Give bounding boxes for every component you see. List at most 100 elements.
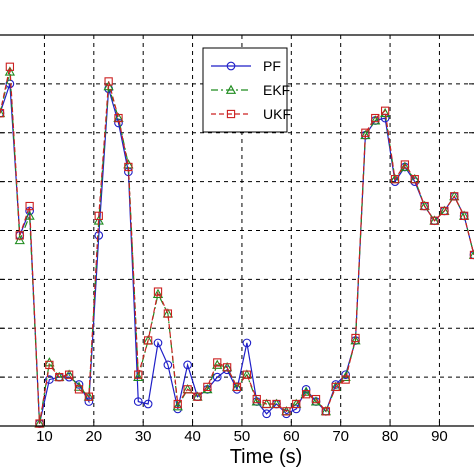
series-ekf-point [212,359,223,369]
series-ukf-point [153,287,163,296]
series-pf-point [301,384,311,394]
series-ukf-point [143,336,153,345]
series-ekf-point [133,371,144,382]
series-ukf-point [213,358,222,367]
series-ekf-point [340,371,351,382]
series-ukf-point [459,211,469,220]
series-ukf-point [272,399,281,409]
series-ekf-point [468,249,474,259]
series-ukf-point [64,370,74,379]
legend-pf-label: PF [263,58,281,74]
grid-lines [0,35,474,426]
series-pf-point [212,372,222,382]
series-ekf-point [399,161,411,171]
series-ukf-point [114,113,123,123]
series-ukf-point [163,309,173,318]
series-ukf-point [301,390,311,399]
series-ekf-point [251,396,262,406]
x-axis-ticks: 10 20 30 40 50 60 70 80 90 [0,83,474,445]
series-ukf-point [450,192,459,201]
series-ukf-point [74,385,84,394]
series-pf-point [291,404,301,414]
series-ukf-point [242,370,252,379]
series-ukf-point [420,201,429,211]
series-ukf-point [104,77,113,86]
series-ukf-point [390,175,400,184]
series-ukf-point [25,201,34,211]
series-ukf-point [222,363,232,372]
series-ekf-point [0,107,6,118]
series-ekf-point [172,401,183,411]
series-pf-point [45,375,54,384]
series-ukf-point [311,394,321,404]
legend-pf-point [226,61,236,71]
series-pf-point [183,360,192,370]
series-ukf-point [15,231,24,240]
series-pf-point [341,370,350,380]
series-ukf-point [193,392,202,401]
series-ukf-point [183,385,192,394]
series-ukf-point [5,62,15,71]
series-ukf-point [134,370,143,379]
x-tick-label: 70 [332,428,349,445]
series-ukf-point [173,399,182,409]
series-pf-point [163,360,173,370]
series-pf-point [133,397,143,406]
series-ukf-point [440,206,449,216]
series-ukf-line [0,66,474,424]
legend-ekf-label: EKF [263,82,290,98]
series-ukf [0,62,474,428]
x-tick-label: 80 [382,428,399,445]
series-ukf-point [262,399,271,409]
legend: PF EKF UKF [202,47,291,133]
series-ukf-point [232,382,242,392]
x-tick-label: 10 [36,428,53,445]
x-tick-label: 30 [135,428,152,445]
series-ukf-point [331,382,340,392]
series-ukf-point [45,360,54,370]
series-ekf-point [103,80,114,91]
series-ukf-point [94,211,103,220]
series-ukf-point [351,333,360,343]
series-ekf-point [370,115,381,125]
series-ukf-point [124,162,133,172]
series-ukf-point [321,407,331,416]
x-tick-label: 50 [234,428,251,445]
series-ukf-point [361,128,370,137]
x-tick-label: 40 [184,428,201,445]
series-ukf-point [410,175,419,184]
series-ukf-point [252,394,261,404]
series-ukf-point [371,113,380,123]
series-ukf-point [341,375,350,384]
series-layer [0,62,474,428]
series-pf-line [0,83,474,424]
axes-frame [0,34,474,427]
series-ukf-point [400,160,410,169]
series-ekf-point [14,234,25,245]
series-ukf-point [203,382,212,392]
series-pf-point [153,338,163,348]
series-ekf-point [350,335,361,345]
series-pf-point [143,399,153,409]
series-ukf-point [84,392,94,401]
series-ukf-point [380,106,390,115]
legend-ukf-point [226,109,236,119]
x-tick-label: 90 [431,428,448,445]
x-tick-label: 60 [283,428,300,445]
series-pf-point [84,397,94,406]
x-tick-label: 20 [85,428,102,445]
series-ekf-point [300,386,312,396]
series-ukf-point [35,419,44,428]
x-axis-label: Time (s) [230,446,303,468]
legend-ekf-point [225,84,237,94]
series-ekf-point [4,66,16,76]
series-ukf-point [55,372,64,382]
series-ukf-point [292,399,301,409]
series-ukf-point [282,407,291,416]
series-pf-point [262,409,271,419]
series-pf-point [242,338,252,348]
series-ukf-point [430,216,439,225]
series-ekf-point [152,288,164,298]
series-ukf-point [0,109,5,118]
